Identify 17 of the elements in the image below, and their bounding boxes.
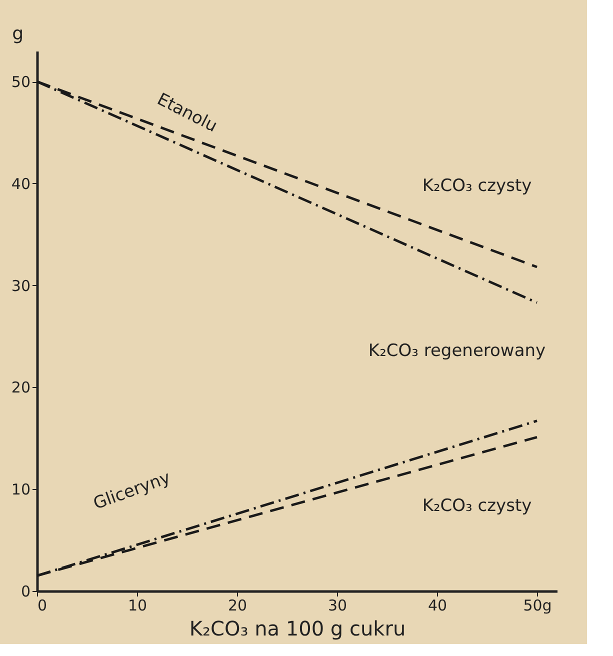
y-tick-label: 40: [11, 174, 30, 193]
annotation: K₂CO₃ regenerowany: [368, 341, 546, 361]
annotation: K₂CO₃ czysty: [422, 176, 532, 196]
x-tick-label: 0: [38, 596, 48, 614]
x-tick-label: 10: [128, 596, 148, 614]
x-tick-label: 20: [228, 596, 248, 614]
y-tick-label: 0: [20, 582, 30, 600]
y-tick-label: 50: [11, 73, 30, 92]
y-tick-label: 20: [11, 378, 30, 397]
x-axis-title: K₂CO₃ na 100 g cukru: [189, 616, 406, 640]
y-axis-title: g: [12, 24, 24, 44]
y-tick-label: 30: [11, 276, 30, 295]
annotation: K₂CO₃ czysty: [422, 496, 532, 516]
x-tick-label: 50g: [523, 596, 552, 614]
x-tick-label: 40: [428, 596, 448, 614]
x-tick-label: 30: [328, 596, 348, 614]
y-tick-label: 10: [11, 480, 30, 499]
